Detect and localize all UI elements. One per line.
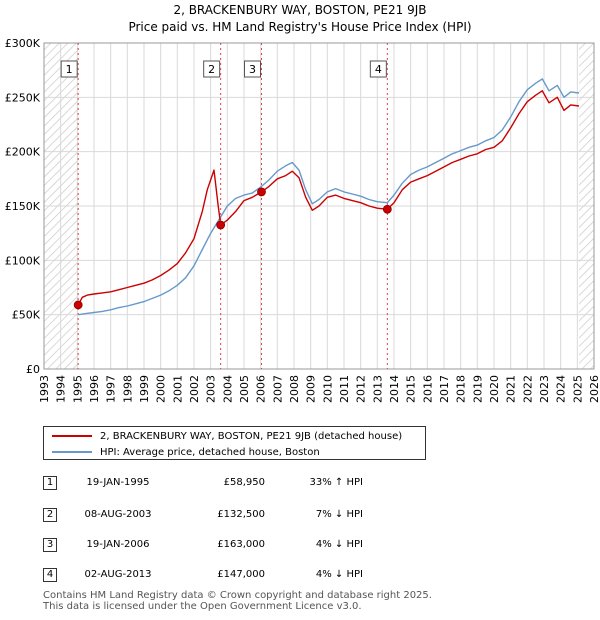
x-tick-label: 1993 [38,375,51,403]
y-tick-label: £100K [5,254,41,267]
series-line-hpi [78,78,580,316]
x-tick-label: 2010 [321,375,334,403]
x-tick-label: 2007 [271,375,284,403]
sale-point [73,300,83,310]
x-tick-label: 2013 [371,375,384,403]
x-tick-label: 2008 [288,375,301,403]
legend-entry-hpi: HPI: Average price, detached house, Bost… [52,445,320,459]
sale-marker-label: 4 [375,63,382,76]
legend-label-property: 2, BRACKENBURY WAY, BOSTON, PE21 9JB (de… [100,430,403,442]
price-chart: 2, BRACKENBURY WAY, BOSTON, PE21 9JB Pri… [5,3,600,403]
series-line-property [77,90,580,306]
x-tick-label: 2011 [338,375,351,403]
chart-title: 2, BRACKENBURY WAY, BOSTON, PE21 9JB [173,3,426,17]
sale-date: 19-JAN-1995 [86,477,150,488]
x-tick-label: 2005 [238,375,251,403]
footer-copyright: Contains HM Land Registry data © Crown c… [43,590,432,601]
x-tick-label: 2002 [188,375,201,403]
x-tick-label: 2024 [555,375,568,403]
y-tick-label: £50K [12,309,41,322]
sale-marker-box [60,60,78,78]
sale-row: 3 19-JAN-2006 £163,000 4% ↓ HPI [43,538,543,556]
x-tick-label: 2012 [355,375,368,403]
x-tick-label: 2020 [488,375,501,403]
x-tick-label: 2022 [521,375,534,403]
x-tick-label: 1998 [121,375,134,403]
chart-subtitle: Price paid vs. HM Land Registry's House … [128,20,471,34]
x-tick-label: 2025 [571,375,584,403]
x-tick-label: 1997 [105,375,118,403]
y-tick-label: £150K [5,200,41,213]
sale-point [257,187,266,197]
sale-price: £58,950 [223,477,265,488]
sale-row: 2 08-AUG-2003 £132,500 7% ↓ HPI [43,508,543,526]
sale-number-badge: 3 [43,538,57,552]
legend-swatch-hpi [52,451,92,453]
legend-swatch-property [52,435,92,437]
sale-marker-label: 2 [208,63,215,76]
x-tick-label: 1996 [88,375,101,403]
sale-date: 19-JAN-2006 [86,539,150,550]
y-tick-label: £300K [5,37,41,50]
sale-date: 08-AUG-2003 [84,509,152,520]
x-tick-label: 1994 [55,375,68,403]
legend-label-hpi: HPI: Average price, detached house, Bost… [100,446,320,458]
x-tick-label: 2000 [155,375,168,403]
sale-price: £163,000 [217,539,265,550]
x-tick-label: 2016 [421,375,434,403]
x-tick-label: 2006 [255,375,268,403]
x-tick-label: 2017 [438,375,451,403]
sale-marker-box [369,60,387,78]
sale-row: 1 19-JAN-1995 £58,950 33% ↑ HPI [43,476,543,494]
sale-hpi-diff: 4% ↓ HPI [315,569,363,580]
sale-number-badge: 2 [43,508,57,522]
plot-border [43,42,595,370]
sale-date: 02-AUG-2013 [84,569,152,580]
y-tick-label: £250K [5,91,41,104]
sale-price: £132,500 [217,509,265,520]
footer-licence: This data is licensed under the Open Gov… [43,601,362,612]
x-tick-label: 2026 [588,375,600,403]
legend-entry-property: 2, BRACKENBURY WAY, BOSTON, PE21 9JB (de… [52,429,402,443]
y-tick-label: £200K [5,146,41,159]
sale-marker-label: 3 [249,63,256,76]
sale-marker-box [244,60,261,78]
x-tick-label: 2023 [538,375,551,403]
sale-hpi-diff: 7% ↓ HPI [315,509,363,520]
sale-number-badge: 1 [43,476,57,490]
sale-hpi-diff: 4% ↓ HPI [315,539,363,550]
x-tick-label: 2009 [305,375,318,403]
footer-note: Contains HM Land Registry data © Crown c… [43,590,432,612]
sale-number-badge: 4 [43,568,57,582]
sale-point [216,220,226,230]
legend: 2, BRACKENBURY WAY, BOSTON, PE21 9JB (de… [43,426,426,460]
x-tick-label: 2003 [205,375,218,403]
sale-marker-box [203,60,221,78]
x-tick-label: 2014 [388,375,401,403]
y-tick-label: £0 [26,363,40,376]
x-tick-label: 1999 [138,375,151,403]
sale-hpi-diff: 33% ↑ HPI [309,477,363,488]
x-tick-label: 2019 [471,375,484,403]
x-tick-label: 2001 [171,375,184,403]
x-tick-label: 2021 [505,375,518,403]
sale-price: £147,000 [217,569,265,580]
x-tick-label: 2018 [455,375,468,403]
x-tick-label: 2015 [405,375,418,403]
x-tick-label: 1995 [71,375,84,403]
sale-marker-label: 1 [66,63,73,76]
sale-row: 4 02-AUG-2013 £147,000 4% ↓ HPI [43,568,543,586]
sale-point [382,204,392,214]
x-tick-label: 2004 [221,375,234,403]
